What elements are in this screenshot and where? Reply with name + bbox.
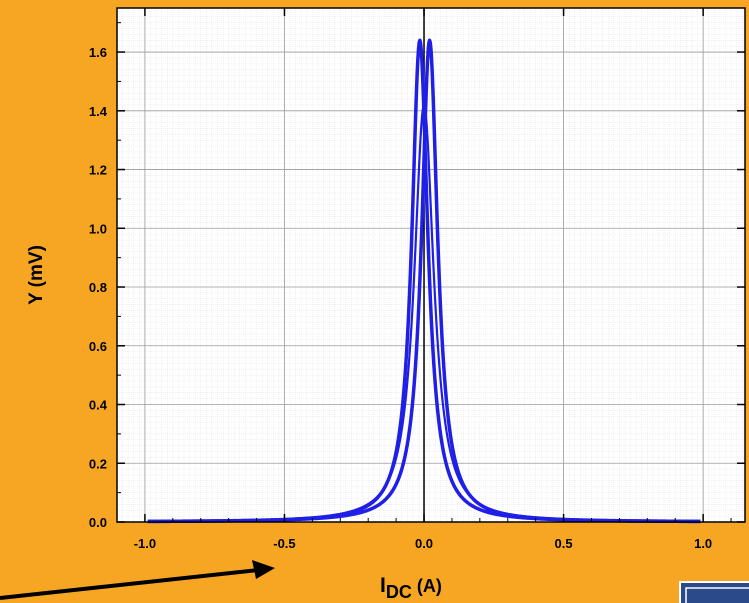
y-tick-label: 0.6 bbox=[89, 339, 107, 354]
y-axis-ticks: 0.0 0.2 0.4 0.6 0.8 1.0 1.2 1.4 1.6 bbox=[89, 22, 745, 530]
y-tick-label: 1.0 bbox=[89, 221, 107, 236]
corner-badge bbox=[679, 581, 749, 603]
y-tick-label: 1.6 bbox=[89, 45, 107, 60]
x-tick-label: -1.0 bbox=[134, 536, 156, 551]
plot-area bbox=[117, 8, 745, 522]
x-axis-label: IDC (A) bbox=[380, 574, 442, 602]
plot-border bbox=[116, 7, 746, 523]
plot-frame bbox=[116, 7, 746, 523]
x-tick-label: 1.0 bbox=[694, 536, 712, 551]
y-tick-label: 1.4 bbox=[89, 104, 108, 119]
y-tick-label: 1.2 bbox=[89, 163, 107, 178]
x-axis-label-main: I bbox=[380, 574, 386, 597]
annotation-arrow bbox=[0, 560, 275, 600]
y-tick-label: 0.8 bbox=[89, 280, 107, 295]
y-tick-label: 0.4 bbox=[89, 398, 108, 413]
x-tick-label: 0.5 bbox=[555, 536, 573, 551]
y-tick-label: 0.2 bbox=[89, 456, 107, 471]
x-axis-label-sub: DC bbox=[386, 582, 412, 602]
y-tick-label: 0.0 bbox=[89, 515, 107, 530]
plot-background bbox=[117, 8, 745, 522]
series-line bbox=[147, 103, 701, 523]
y-axis-label: Y (mV) bbox=[26, 245, 47, 305]
x-axis-label-unit: (A) bbox=[412, 576, 442, 596]
x-tick-label: -0.5 bbox=[273, 536, 295, 551]
x-tick-label: 0.0 bbox=[415, 536, 433, 551]
series-group bbox=[146, 38, 702, 524]
